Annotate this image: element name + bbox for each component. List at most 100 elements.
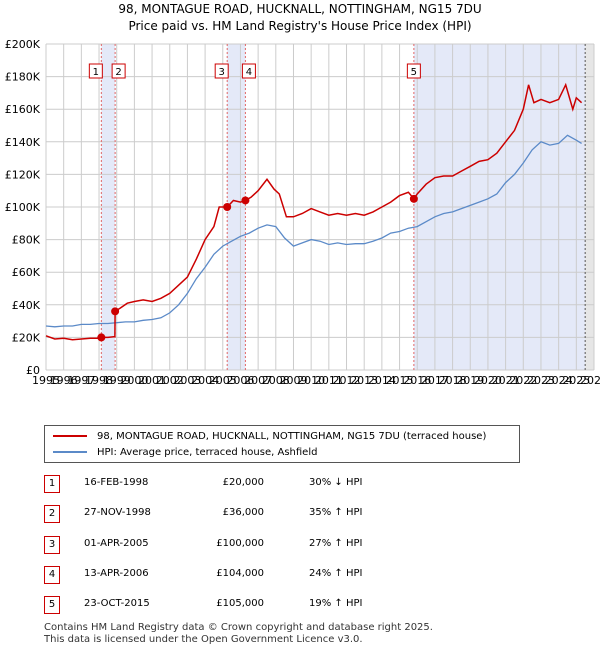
x-tick-label: 2015 [386, 374, 414, 387]
sale-number-label: 4 [246, 67, 252, 78]
legend-hpi-swatch [53, 451, 87, 453]
x-tick-label: 1997 [67, 374, 95, 387]
transaction-row: 5 23-OCT-2015 £105,000 19% ↑ HPI [44, 596, 564, 614]
sale-point [111, 307, 120, 316]
legend-property-swatch [53, 435, 87, 437]
legend-hpi-label: HPI: Average price, terraced house, Ashf… [97, 446, 318, 458]
transaction-number: 4 [44, 566, 60, 584]
x-tick-label: 2009 [279, 374, 307, 387]
sale-number-box [111, 63, 126, 79]
x-tick-label: 2001 [138, 374, 166, 387]
sale-points [97, 194, 418, 342]
chart-title-line2: Price paid vs. HM Land Registry's House … [128, 19, 472, 33]
transaction-hpi: 35% ↑ HPI [309, 507, 363, 518]
x-tick-label: 1998 [85, 374, 113, 387]
x-tick-label: 2004 [191, 374, 219, 387]
transaction-row: 4 13-APR-2006 £104,000 24% ↑ HPI [44, 566, 564, 584]
chart-title-line1: 98, MONTAGUE ROAD, HUCKNALL, NOTTINGHAM,… [118, 2, 482, 16]
sale-point [241, 196, 250, 205]
transaction-row: 3 01-APR-2005 £100,000 27% ↑ HPI [44, 536, 564, 554]
y-tick-label: £80K [12, 234, 41, 247]
transaction-price: £105,000 [216, 598, 264, 609]
legend: 98, MONTAGUE ROAD, HUCKNALL, NOTTINGHAM,… [44, 425, 520, 463]
x-tick-label: 2018 [439, 374, 467, 387]
transaction-date: 01-APR-2005 [84, 538, 149, 549]
transaction-number: 1 [44, 475, 60, 493]
series-lines [45, 82, 583, 341]
x-tick-label: 2022 [509, 374, 537, 387]
property-series-line [45, 82, 583, 341]
y-tick-label: £120K [5, 168, 41, 181]
x-tick-label: 2024 [545, 374, 573, 387]
sale-number-box [214, 63, 229, 79]
x-tick-label: 2023 [527, 374, 555, 387]
transaction-number: 5 [44, 596, 60, 614]
sale-number-box [88, 63, 103, 79]
x-tick-label: 2013 [350, 374, 378, 387]
x-tick-label: 2017 [421, 374, 449, 387]
sale-point [97, 333, 106, 342]
transaction-hpi: 27% ↑ HPI [309, 538, 363, 549]
sale-number-label: 5 [411, 67, 417, 78]
transaction-price: £36,000 [222, 507, 264, 518]
transaction-hpi: 19% ↑ HPI [309, 598, 363, 609]
x-tick-label: 1999 [103, 374, 131, 387]
sale-number-box [406, 63, 421, 79]
y-tick-label: £200K [5, 38, 41, 51]
x-tick-label: 1995 [32, 374, 60, 387]
y-tick-label: £180K [5, 71, 41, 84]
x-tick-label: 2008 [262, 374, 290, 387]
transaction-price: £20,000 [222, 477, 264, 488]
hpi-series-line [45, 134, 582, 328]
transaction-date: 27-NOV-1998 [84, 507, 151, 518]
transaction-date: 16-FEB-1998 [84, 477, 149, 488]
x-tick-label: 2002 [156, 374, 184, 387]
y-tick-label: £60K [12, 266, 41, 279]
transaction-row: 1 16-FEB-1998 £20,000 30% ↓ HPI [44, 475, 564, 493]
transaction-date: 23-OCT-2015 [84, 598, 150, 609]
x-tick-label: 2025 [562, 374, 590, 387]
x-tick-label: 2000 [120, 374, 148, 387]
transaction-number: 3 [44, 536, 60, 554]
sale-point [223, 203, 232, 211]
grid-lines [45, 43, 595, 371]
x-tick-label: 2007 [244, 374, 272, 387]
sale-point [409, 194, 418, 203]
transaction-row: 2 27-NOV-1998 £36,000 35% ↑ HPI [44, 505, 564, 523]
transaction-hpi: 30% ↓ HPI [309, 477, 363, 488]
y-tick-label: £100K [5, 201, 41, 214]
axes: £0 £20K £40K £60K £80K £100K £120K £140K £160K £1… [5, 38, 600, 387]
x-tick-label: 2011 [315, 374, 343, 387]
x-tick-label: 2021 [492, 374, 520, 387]
x-tick-label: 2019 [456, 374, 484, 387]
sale-number-label: 3 [219, 67, 225, 78]
y-tick-label: £140K [5, 136, 41, 149]
x-tick-label: 2020 [474, 374, 502, 387]
transaction-price: £100,000 [216, 538, 264, 549]
x-tick-label: 2006 [226, 374, 254, 387]
legend-hpi: HPI: Average price, terraced house, Ashf… [53, 444, 317, 460]
y-tick-label: £160K [5, 103, 41, 116]
transaction-hpi: 24% ↑ HPI [309, 568, 363, 579]
x-tick-label: 2003 [173, 374, 201, 387]
transaction-number: 2 [44, 505, 60, 523]
price-chart: £0 £20K £40K £60K £80K £100K £120K £140K £160K £1… [5, 38, 600, 387]
transaction-price: £104,000 [216, 568, 264, 579]
x-tick-label: 2014 [368, 374, 396, 387]
x-tick-label: 2005 [209, 374, 237, 387]
sale-number-label: 1 [93, 67, 99, 78]
y-tick-label: £40K [12, 299, 41, 312]
legend-property-label: 98, MONTAGUE ROAD, HUCKNALL, NOTTINGHAM,… [97, 430, 487, 442]
footer-copyright: Contains HM Land Registry data © Crown c… [44, 622, 433, 633]
y-tick-label: £0 [26, 364, 40, 377]
sale-number-box [241, 63, 256, 79]
x-tick-label: 2010 [297, 374, 325, 387]
x-tick-label: 2016 [403, 374, 431, 387]
x-tick-label: 2012 [333, 374, 361, 387]
sale-number-label: 2 [115, 67, 121, 78]
x-tick-label: 2026 [580, 374, 600, 387]
footer-license: This data is licensed under the Open Gov… [44, 634, 363, 645]
legend-property: 98, MONTAGUE ROAD, HUCKNALL, NOTTINGHAM,… [53, 428, 486, 444]
x-tick-label: 1996 [50, 374, 78, 387]
y-tick-label: £20K [12, 331, 41, 344]
